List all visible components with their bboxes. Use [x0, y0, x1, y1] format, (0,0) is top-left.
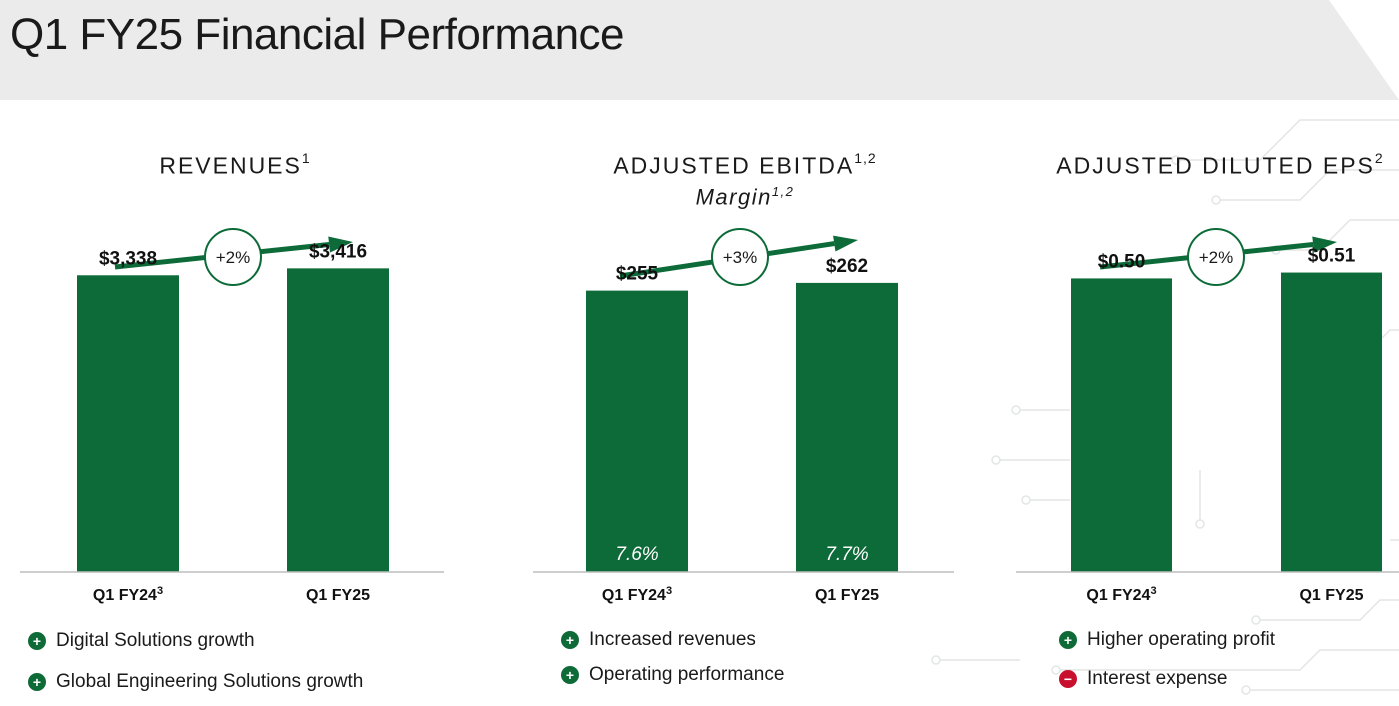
x-tick-label: Q1 FY25 [815, 587, 879, 604]
eps-bullet-2: − Interest expense [1059, 668, 1227, 690]
bar-q1-fy25 [287, 268, 389, 572]
eps-bullet-2-text: Interest expense [1087, 668, 1228, 689]
ebitda-bullet-1-text: Increased revenues [589, 629, 756, 650]
revenues-bullet-1-text: Digital Solutions growth [56, 630, 255, 651]
header-corner-cut [1329, 0, 1399, 100]
bar-value-label: $3,416 [309, 241, 367, 262]
ebitda-footnote: 1,2 [854, 150, 877, 166]
eps-footnote: 2 [1374, 150, 1384, 166]
plus-icon: + [1059, 631, 1077, 649]
plus-icon: + [561, 666, 579, 684]
bar-value-label: $262 [826, 256, 868, 277]
bar-value-label: $0.50 [1098, 251, 1146, 272]
growth-badge-label: +3% [723, 248, 758, 267]
revenues-bullet-2-text: Global Engineering Solutions growth [56, 671, 364, 692]
ebitda-bullet-2-text: Operating performance [589, 664, 785, 685]
bar-q1-fy25 [796, 282, 898, 572]
bar-q1-fy24 [77, 275, 179, 572]
ebitda-subtitle-footnote: 1,2 [771, 184, 795, 199]
header-band [0, 0, 1399, 100]
page-title: Q1 FY25 Financial Performance [10, 10, 625, 59]
eps-bullet-1: + Higher operating profit [1059, 629, 1275, 651]
x-tick-label: Q1 FY25 [306, 587, 370, 604]
eps-bullet-1-text: Higher operating profit [1087, 629, 1275, 650]
x-tick-footnote: 3 [666, 585, 672, 597]
x-tick-footnote: 3 [1150, 585, 1156, 597]
bar-value-label: $0.51 [1308, 246, 1356, 267]
revenues-chart: +2% $3,338 Q1 FY243 $3,416 Q1 FY25 [20, 228, 444, 604]
eps-title-text: ADJUSTED DILUTED EPS [1056, 152, 1375, 179]
revenues-bullet-1: + Digital Solutions growth [28, 630, 255, 652]
eps-title: ADJUSTED DILUTED EPS2 [1050, 150, 1390, 180]
growth-arrow-head [833, 235, 858, 252]
ebitda-subtitle-text: Margin [695, 184, 772, 210]
eps-chart: +2% $0.50 Q1 FY243 $0.51 Q1 FY25 [1016, 228, 1399, 604]
ebitda-title-text: ADJUSTED EBITDA [613, 152, 855, 179]
bar-q1-fy25 [1281, 272, 1382, 572]
x-tick-footnote: 3 [157, 585, 163, 597]
plus-icon: + [28, 632, 46, 650]
growth-arrow-head [328, 236, 353, 253]
plus-icon: + [561, 631, 579, 649]
revenues-title-text: REVENUES [159, 152, 302, 179]
revenues-footnote: 1 [301, 150, 311, 166]
revenues-bullet-2: + Global Engineering Solutions growth [28, 671, 363, 693]
ebitda-title: ADJUSTED EBITDA1,2 [590, 150, 900, 180]
x-tick-label: Q1 FY243 [602, 585, 672, 604]
growth-arrow-head [1312, 236, 1337, 253]
bar-value-label: $255 [616, 264, 659, 285]
growth-badge [1187, 228, 1245, 286]
minus-icon: − [1059, 670, 1077, 688]
ebitda-bullet-2: + Operating performance [561, 664, 784, 686]
revenues-title: REVENUES1 [110, 150, 360, 180]
x-tick-label: Q1 FY243 [93, 585, 163, 604]
growth-badge-label: +2% [1199, 248, 1234, 267]
growth-badge [711, 228, 769, 286]
plus-icon: + [28, 673, 46, 691]
x-tick-label: Q1 FY243 [1086, 585, 1156, 604]
bar-margin-label: 7.6% [615, 544, 658, 565]
growth-badge [204, 228, 262, 286]
growth-badge-label: +2% [216, 248, 251, 267]
bar-margin-label: 7.7% [825, 544, 868, 565]
ebitda-chart: +3% $255 7.6% Q1 FY243 $262 7.7% Q1 FY25 [533, 228, 954, 604]
x-tick-label: Q1 FY25 [1299, 587, 1363, 604]
bar-q1-fy24 [1071, 278, 1172, 572]
bar-q1-fy24 [586, 290, 688, 572]
bar-value-label: $3,338 [99, 248, 157, 269]
ebitda-subtitle: Margin1,2 [640, 184, 850, 210]
ebitda-bullet-1: + Increased revenues [561, 629, 756, 651]
